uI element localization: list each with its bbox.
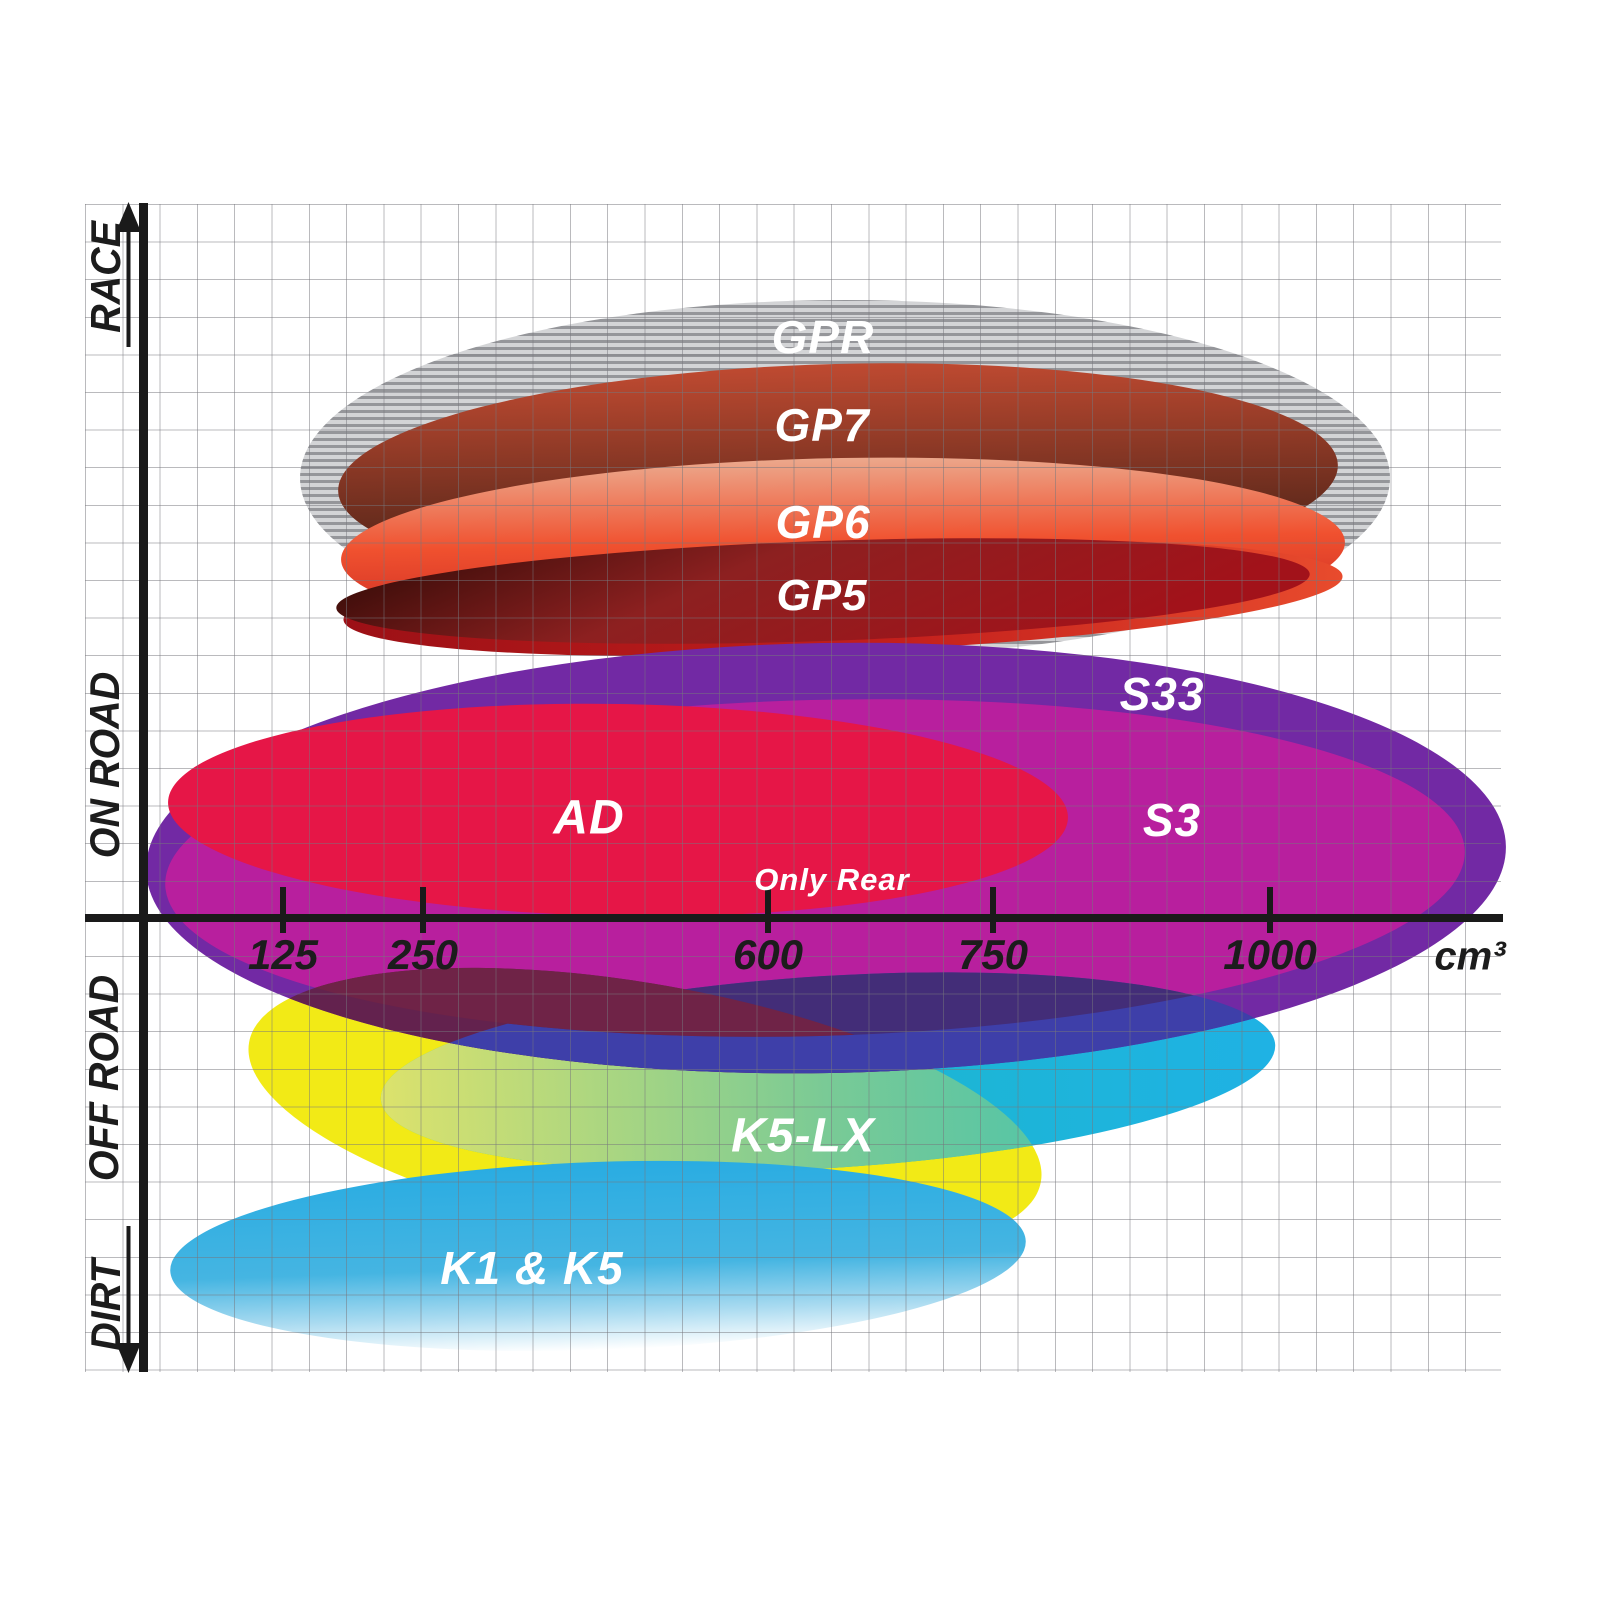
x-tick-label-750: 750 bbox=[957, 931, 1029, 978]
region-label-ad: AD bbox=[553, 791, 625, 845]
y-category-dirt: DIRT bbox=[82, 1259, 129, 1351]
y-category-off-road: OFF ROAD bbox=[80, 974, 127, 1182]
x-tick-250 bbox=[420, 887, 426, 933]
x-tick-label-250: 250 bbox=[387, 931, 459, 978]
x-tick-125 bbox=[280, 887, 286, 933]
region-label-gp5: GP5 bbox=[776, 571, 868, 620]
region-label-k5lx: K5-LX bbox=[731, 1109, 875, 1163]
x-tick-1000 bbox=[1267, 887, 1273, 933]
region-label-s3: S3 bbox=[1142, 794, 1202, 846]
x-tick-label-1000: 1000 bbox=[1223, 931, 1317, 978]
region-label-k1k5: K1 & K5 bbox=[440, 1242, 624, 1294]
region-label-gp6: GP6 bbox=[775, 496, 871, 548]
x-tick-label-600: 600 bbox=[732, 931, 804, 978]
region-label-gp7: GP7 bbox=[774, 399, 870, 451]
y-category-race: RACE bbox=[82, 221, 129, 333]
x-tick-label-125: 125 bbox=[247, 931, 319, 978]
region-note-only-rear: Only Rear bbox=[754, 862, 910, 897]
y-axis-line bbox=[139, 203, 148, 1372]
region-label-s33: S33 bbox=[1119, 668, 1205, 720]
x-axis-unit-label: cm³ bbox=[1434, 934, 1506, 979]
x-axis-line bbox=[85, 914, 1503, 922]
region-label-gpr: GPR bbox=[771, 311, 875, 363]
y-category-on-road: ON ROAD bbox=[81, 671, 128, 859]
x-tick-750 bbox=[990, 887, 996, 933]
